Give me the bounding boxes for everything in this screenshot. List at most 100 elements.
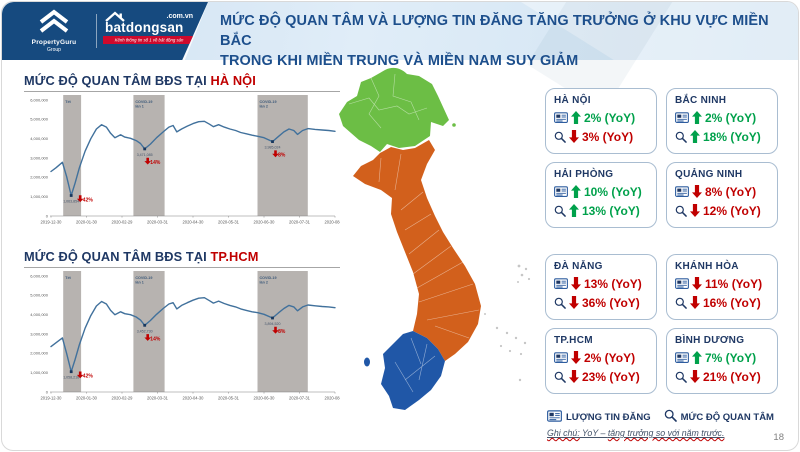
map-region-south: [381, 331, 445, 410]
svg-text:2020-01-30: 2020-01-30: [76, 220, 98, 225]
footnote-prefix: Ghi chú:: [547, 428, 580, 438]
slide-title: MỨC ĐỘ QUAN TÂM VÀ LƯỢNG TIN ĐĂNG TĂNG T…: [220, 11, 786, 71]
dip-value-label: 1,063,854: [63, 200, 79, 204]
map-phu-quoc-island: [364, 357, 370, 367]
svg-text:2,000,000: 2,000,000: [30, 351, 49, 356]
listings-stat: 13% (YoY): [554, 276, 648, 291]
magnifier-icon: [554, 297, 566, 309]
city-card: KHÁNH HÒA 11% (YoY) 16% (YoY): [666, 254, 778, 320]
dip-value-label: 3,985,024: [265, 146, 281, 150]
dip-value-label: 3,452,730: [137, 329, 153, 333]
interest-change: 18% (YoY): [703, 129, 761, 144]
dip-marker: [69, 370, 73, 374]
listings-icon: [554, 278, 568, 289]
house-chimney-icon: [119, 13, 122, 18]
listings-icon: [554, 352, 568, 363]
interest-change: 16% (YoY): [703, 295, 761, 310]
svg-text:2020-03-31: 2020-03-31: [147, 220, 169, 225]
svg-text:6,000,000: 6,000,000: [30, 97, 49, 102]
interest-change: 3% (YoY): [582, 129, 634, 144]
svg-text:lần 1: lần 1: [135, 105, 143, 109]
interest-stat: 21% (YoY): [675, 369, 769, 384]
up-arrow-icon: [692, 111, 702, 124]
map-north-islet: [452, 123, 456, 127]
svg-text:2,000,000: 2,000,000: [30, 175, 49, 180]
svg-text:1,000,000: 1,000,000: [30, 194, 49, 199]
listings-icon: [554, 112, 568, 123]
magnifier-icon: [554, 205, 566, 217]
listings-change: 10% (YoY): [584, 184, 642, 199]
listings-stat: 11% (YoY): [675, 276, 769, 291]
city-card: BÌNH DƯƠNG 7% (YoY) 21% (YoY): [666, 328, 778, 394]
card-city-name: HẢI PHÒNG: [554, 169, 614, 180]
propertyguru-sub: Group: [47, 47, 61, 53]
dip-change-label: 42%: [83, 374, 94, 380]
interest-stat: 12% (YoY): [675, 203, 769, 218]
svg-text:lần 1: lần 1: [135, 281, 143, 285]
svg-text:0: 0: [46, 213, 49, 218]
magnifier-icon: [554, 371, 566, 383]
down-arrow-icon: [76, 371, 84, 379]
down-arrow-icon: [569, 130, 579, 143]
svg-text:2020-02-29: 2020-02-29: [112, 396, 134, 401]
card-city-name: BÌNH DƯƠNG: [675, 335, 745, 346]
svg-text:5,000,000: 5,000,000: [30, 117, 49, 122]
dip-marker: [271, 140, 274, 143]
interest-line: [50, 120, 336, 197]
propertyguru-name: PropertyGuru: [31, 39, 77, 46]
card-city-name: BẮC NINH: [675, 95, 727, 106]
svg-text:2020-08-31: 2020-08-31: [325, 220, 340, 225]
batdongsan-logo: .com.vn batdongsan Kênh thông tin số 1 v…: [103, 11, 195, 44]
interest-stat: 16% (YoY): [675, 295, 769, 310]
event-band: [133, 95, 165, 216]
legend-listings-label: LƯỢNG TIN ĐĂNG: [566, 411, 651, 423]
svg-text:0: 0: [46, 389, 49, 394]
propertyguru-logo: PropertyGuru Group: [18, 8, 90, 53]
interest-stat: 3% (YoY): [554, 129, 648, 144]
event-band: [133, 271, 165, 392]
down-arrow-icon: [76, 195, 84, 203]
magnifier-icon: [675, 371, 687, 383]
dip-value-label: 3,894,520: [265, 322, 281, 326]
city-card: BẮC NINH 2% (YoY) 18% (YoY): [666, 88, 778, 154]
listings-icon: [675, 186, 689, 197]
magnifier-icon: [675, 131, 687, 143]
up-arrow-icon: [690, 130, 700, 143]
interest-stat: 13% (YoY): [554, 203, 648, 218]
city-card: QUẢNG NINH 8% (YoY) 12% (YoY): [666, 162, 778, 228]
svg-text:lần 2: lần 2: [260, 105, 268, 109]
chart-title-city: TP.HCM: [210, 249, 259, 264]
down-arrow-icon: [571, 277, 581, 290]
listings-icon: [675, 278, 689, 289]
dip-change-label: 14%: [150, 160, 161, 166]
dip-change-label: 14%: [150, 336, 161, 342]
interest-change: 23% (YoY): [582, 369, 640, 384]
dip-marker: [69, 194, 73, 197]
down-arrow-icon: [569, 296, 579, 309]
interest-change: 12% (YoY): [703, 203, 761, 218]
svg-text:2019-12-30: 2019-12-30: [41, 396, 63, 401]
svg-text:2020-01-30: 2020-01-30: [76, 396, 98, 401]
down-arrow-icon: [690, 370, 700, 383]
legend-interest: MỨC ĐỘ QUAN TÂM: [664, 409, 774, 425]
listings-change: 2% (YoY): [705, 110, 757, 125]
city-card: HÀ NỘI 2% (YoY) 3% (YoY): [545, 88, 657, 154]
event-band: [257, 271, 308, 392]
listings-stat: 2% (YoY): [554, 110, 648, 125]
down-arrow-icon: [692, 185, 702, 198]
listings-stat: 2% (YoY): [675, 110, 769, 125]
listings-icon: [675, 352, 689, 363]
svg-text:2020-07-31: 2020-07-31: [289, 396, 311, 401]
down-arrow-icon: [692, 277, 702, 290]
slide-title-line2: TRONG KHI MIỀN TRUNG VÀ MIỀN NAM SUY GIẢ…: [220, 53, 579, 69]
listings-stat: 10% (YoY): [554, 184, 648, 199]
map-region-central: [353, 140, 481, 361]
svg-text:2019-12-30: 2019-12-30: [41, 220, 63, 225]
up-arrow-icon: [569, 204, 579, 217]
svg-text:COVID-19: COVID-19: [260, 276, 277, 280]
down-arrow-icon: [272, 150, 279, 158]
svg-text:1,000,000: 1,000,000: [30, 370, 49, 375]
batdongsan-brand: batdongsan: [105, 20, 184, 35]
